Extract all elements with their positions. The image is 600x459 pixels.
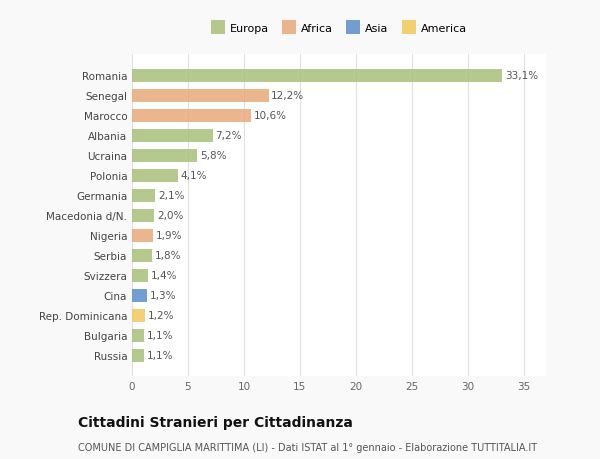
Text: 10,6%: 10,6%: [253, 111, 286, 121]
Bar: [132, 309, 145, 322]
Bar: [132, 289, 146, 302]
Text: 7,2%: 7,2%: [215, 131, 242, 141]
Bar: [132, 169, 178, 182]
Text: 2,0%: 2,0%: [157, 211, 184, 221]
Bar: [132, 70, 502, 83]
Text: 1,3%: 1,3%: [149, 291, 176, 301]
Text: 1,4%: 1,4%: [151, 270, 177, 280]
Bar: [132, 329, 145, 342]
Bar: [132, 90, 269, 102]
Bar: [132, 229, 153, 242]
Bar: [132, 269, 148, 282]
Legend: Europa, Africa, Asia, America: Europa, Africa, Asia, America: [208, 19, 470, 37]
Text: Cittadini Stranieri per Cittadinanza: Cittadini Stranieri per Cittadinanza: [78, 415, 353, 429]
Text: 12,2%: 12,2%: [271, 91, 304, 101]
Bar: [132, 110, 251, 123]
Bar: [132, 349, 145, 362]
Text: COMUNE DI CAMPIGLIA MARITTIMA (LI) - Dati ISTAT al 1° gennaio - Elaborazione TUT: COMUNE DI CAMPIGLIA MARITTIMA (LI) - Dat…: [78, 442, 537, 452]
Bar: [132, 129, 212, 142]
Text: 4,1%: 4,1%: [181, 171, 207, 181]
Bar: [132, 150, 197, 162]
Text: 33,1%: 33,1%: [505, 71, 538, 81]
Text: 1,9%: 1,9%: [156, 231, 182, 241]
Text: 2,1%: 2,1%: [158, 191, 185, 201]
Text: 1,2%: 1,2%: [148, 310, 175, 320]
Bar: [132, 249, 152, 262]
Bar: [132, 209, 154, 222]
Text: 5,8%: 5,8%: [200, 151, 226, 161]
Text: 1,1%: 1,1%: [147, 330, 173, 340]
Bar: [132, 189, 155, 202]
Text: 1,1%: 1,1%: [147, 350, 173, 360]
Text: 1,8%: 1,8%: [155, 251, 181, 261]
